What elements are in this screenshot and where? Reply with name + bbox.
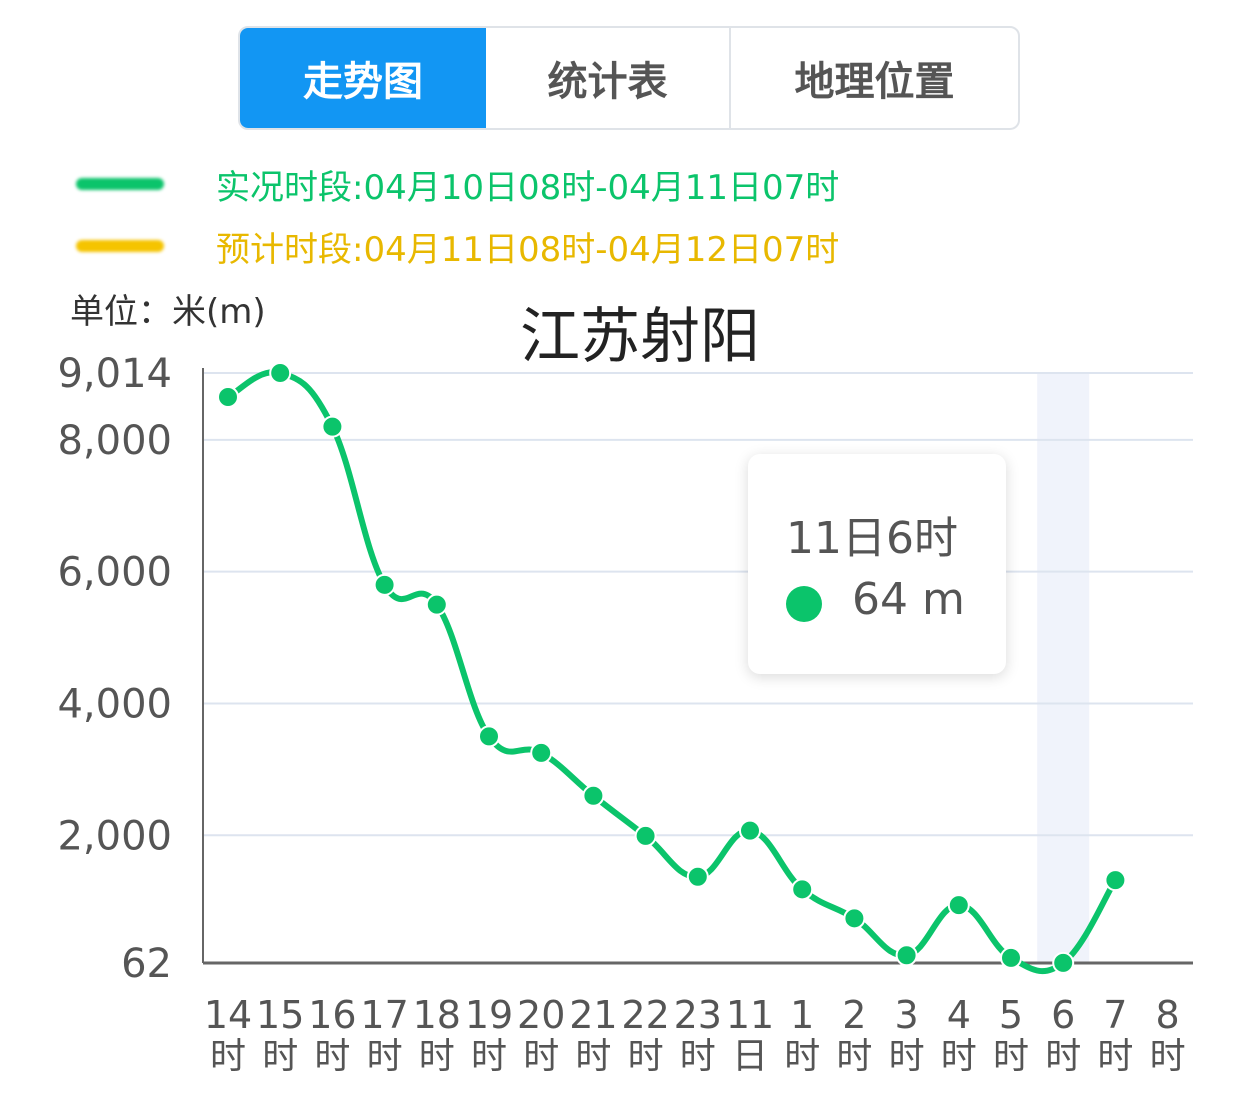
x-tick-label: 17 — [360, 993, 408, 1037]
x-tick-label: 时 — [784, 1036, 820, 1077]
y-tick-label: 6,000 — [57, 550, 172, 596]
tooltip-value: 64 m — [852, 574, 965, 625]
x-tick-label: 23 — [674, 993, 722, 1037]
x-tick-label: 时 — [1097, 1036, 1133, 1077]
x-tick-label: 日 — [732, 1036, 768, 1077]
x-tick-label: 时 — [367, 1036, 403, 1077]
x-tick-label: 5 — [999, 993, 1023, 1037]
tab-statistics[interactable]: 统计表 — [486, 28, 731, 128]
highlight-band — [1037, 373, 1090, 963]
x-tick-label: 18 — [413, 993, 461, 1037]
x-tick-label: 4 — [947, 993, 971, 1037]
x-tick-label: 15 — [256, 993, 304, 1037]
y-tick-label: 4,000 — [57, 681, 172, 727]
data-point — [530, 741, 553, 764]
data-point — [582, 784, 605, 807]
x-tick-label: 时 — [680, 1036, 716, 1077]
data-point — [1052, 951, 1075, 974]
x-tick-label: 时 — [575, 1036, 611, 1077]
x-tick-label: 时 — [836, 1036, 872, 1077]
x-tick-label: 时 — [523, 1036, 559, 1077]
x-tick-label: 时 — [419, 1036, 455, 1077]
x-tick-label: 22 — [621, 993, 669, 1037]
legend-forecast: 预计时段:04月11日08时-04月12日07时 — [76, 224, 840, 270]
x-tick-label: 3 — [895, 993, 919, 1037]
y-tick-label: 2,000 — [57, 813, 172, 859]
x-tick-label: 1 — [790, 993, 814, 1037]
view-tabs: 走势图 统计表 地理位置 — [238, 26, 1020, 130]
data-point — [634, 824, 657, 847]
y-tick-label: 8,000 — [57, 418, 172, 464]
data-point — [686, 865, 709, 888]
x-tick-label: 时 — [262, 1036, 298, 1077]
data-point — [217, 385, 239, 408]
x-tick-label: 21 — [569, 993, 617, 1037]
data-point — [947, 894, 970, 917]
x-tick-label: 时 — [1045, 1036, 1081, 1077]
y-tick-label: 9,014 — [57, 351, 172, 397]
tooltip-time: 11日6时 — [786, 513, 958, 564]
x-tick-label: 时 — [471, 1036, 507, 1077]
x-tick-label: 7 — [1103, 993, 1127, 1037]
legend-observed: 实况时段:04月10日08时-04月11日07时 — [76, 162, 840, 208]
x-tick-label: 11 — [726, 993, 774, 1037]
x-tick-label: 时 — [314, 1036, 350, 1077]
chart-tooltip: 11日6时 64 m — [748, 454, 1006, 674]
tab-location[interactable]: 地理位置 — [794, 59, 955, 105]
y-tick-label: 62 — [121, 941, 172, 987]
x-tick-label: 16 — [308, 993, 356, 1037]
data-point — [895, 944, 918, 967]
data-point — [269, 362, 292, 384]
chart-title: 江苏射阳 — [520, 302, 760, 372]
legend-observed-swatch — [76, 178, 164, 190]
x-tick-label: 时 — [1150, 1036, 1186, 1077]
data-point — [843, 907, 866, 930]
data-point — [739, 819, 761, 842]
x-tick-label: 时 — [941, 1036, 977, 1077]
x-tick-label: 时 — [628, 1036, 664, 1077]
data-point — [425, 593, 448, 616]
tooltip-series-dot — [786, 586, 822, 622]
x-tick-label: 19 — [465, 993, 513, 1037]
unit-label: 单位：米(m) — [70, 292, 266, 332]
x-tick-label: 6 — [1051, 993, 1075, 1037]
data-point — [478, 725, 500, 748]
legend-observed-label: 实况时段:04月10日08时-04月11日07时 — [216, 167, 840, 208]
x-tick-label: 时 — [210, 1036, 246, 1077]
data-point — [373, 573, 396, 596]
x-tick-label: 2 — [842, 993, 866, 1037]
tab-trend[interactable]: 走势图 — [240, 28, 486, 128]
x-tick-label: 时 — [993, 1036, 1029, 1077]
data-point — [791, 878, 814, 901]
x-tick-label: 14 — [204, 993, 252, 1037]
x-tick-label: 8 — [1156, 993, 1180, 1037]
legend-forecast-label: 预计时段:04月11日08时-04月12日07时 — [216, 229, 840, 270]
legend-forecast-swatch — [76, 240, 164, 252]
x-tick-label: 时 — [889, 1036, 925, 1077]
data-point — [1000, 946, 1022, 969]
data-point — [321, 415, 344, 438]
x-tick-label: 20 — [517, 993, 565, 1037]
data-point — [1104, 869, 1127, 892]
